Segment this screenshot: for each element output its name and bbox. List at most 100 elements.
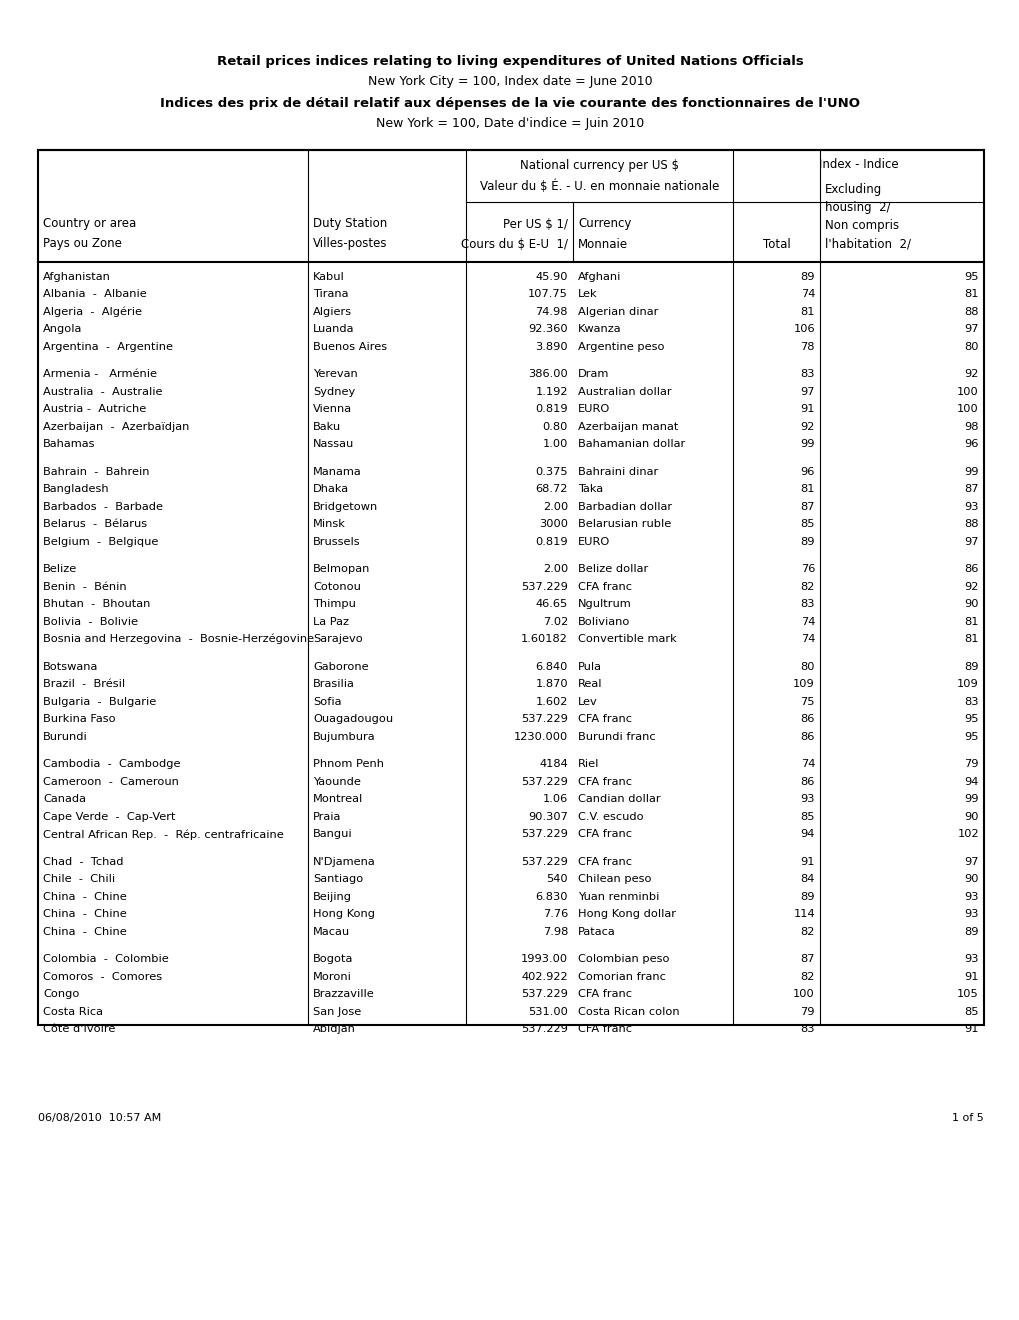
Text: 1.602: 1.602 [535,697,568,706]
Text: Thimpu: Thimpu [313,599,356,610]
Text: Lev: Lev [578,697,597,706]
Text: Belgium  -  Belgique: Belgium - Belgique [43,537,158,546]
Text: Riel: Riel [578,759,599,770]
Text: 3000: 3000 [538,519,568,529]
Text: 95: 95 [964,272,978,281]
Text: 537.229: 537.229 [521,857,568,867]
Text: 46.65: 46.65 [535,599,568,610]
Text: Cotonou: Cotonou [313,582,361,591]
Text: 83: 83 [800,599,814,610]
Text: 1 of 5: 1 of 5 [952,1113,983,1123]
Text: Barbados  -  Barbade: Barbados - Barbade [43,502,163,512]
Text: 531.00: 531.00 [528,1007,568,1016]
Text: Albania  -  Albanie: Albania - Albanie [43,289,147,300]
Text: 74: 74 [800,289,814,300]
Text: 6.830: 6.830 [535,892,568,902]
Text: Benin  -  Bénin: Benin - Bénin [43,582,126,591]
Text: CFA franc: CFA franc [578,776,632,787]
Text: Retail prices indices relating to living expenditures of United Nations Official: Retail prices indices relating to living… [216,55,803,69]
Text: New York = 100, Date d'indice = Juin 2010: New York = 100, Date d'indice = Juin 201… [376,117,643,131]
Text: 86: 86 [964,564,978,574]
Text: 81: 81 [800,306,814,317]
Text: 0.819: 0.819 [535,537,568,546]
Text: 90: 90 [964,599,978,610]
Text: Candian dollar: Candian dollar [578,795,660,804]
Text: 537.229: 537.229 [521,582,568,591]
Text: Brussels: Brussels [313,537,361,546]
Text: 107.75: 107.75 [528,289,568,300]
Text: 88: 88 [964,306,978,317]
Text: Botswana: Botswana [43,661,98,672]
Text: 79: 79 [800,1007,814,1016]
Text: 89: 89 [964,661,978,672]
Text: Per US $ 1/: Per US $ 1/ [502,218,568,231]
Text: 97: 97 [964,857,978,867]
Text: Burundi: Burundi [43,731,88,742]
Text: 87: 87 [800,502,814,512]
Text: 80: 80 [800,661,814,672]
Text: Bhutan  -  Bhoutan: Bhutan - Bhoutan [43,599,150,610]
Text: Vienna: Vienna [313,404,352,414]
Text: Chad  -  Tchad: Chad - Tchad [43,857,123,867]
Text: Bridgetown: Bridgetown [313,502,378,512]
Text: Duty Station: Duty Station [313,218,387,231]
Text: CFA franc: CFA franc [578,857,632,867]
Text: Minsk: Minsk [313,519,345,529]
Text: Brazil  -  Brésil: Brazil - Brésil [43,680,125,689]
Text: 92.360: 92.360 [528,325,568,334]
Text: Burkina Faso: Burkina Faso [43,714,115,725]
Text: Central African Rep.  -  Rép. centrafricaine: Central African Rep. - Rép. centrafricai… [43,829,283,840]
Text: Barbadian dollar: Barbadian dollar [578,502,672,512]
Text: 1.00: 1.00 [542,440,568,449]
Text: 99: 99 [964,467,978,477]
Text: 537.229: 537.229 [521,776,568,787]
Text: 537.229: 537.229 [521,829,568,840]
Text: 402.922: 402.922 [521,972,568,982]
Text: 2.00: 2.00 [542,502,568,512]
Text: 97: 97 [800,387,814,397]
Text: 86: 86 [800,714,814,725]
Text: Yaounde: Yaounde [313,776,361,787]
Text: EURO: EURO [578,404,609,414]
Text: 1993.00: 1993.00 [521,954,568,964]
Text: Afghani: Afghani [578,272,621,281]
Text: Belmopan: Belmopan [313,564,370,574]
Text: Yuan renminbi: Yuan renminbi [578,892,658,902]
Text: 83: 83 [800,1024,814,1035]
Text: 83: 83 [964,697,978,706]
Text: Yerevan: Yerevan [313,370,358,379]
Text: Bahamanian dollar: Bahamanian dollar [578,440,685,449]
Text: 99: 99 [800,440,814,449]
Text: Comoros  -  Comores: Comoros - Comores [43,972,162,982]
Text: Nassau: Nassau [313,440,354,449]
Text: Sydney: Sydney [313,387,355,397]
Text: 74: 74 [800,759,814,770]
Text: Bulgaria  -  Bulgarie: Bulgaria - Bulgarie [43,697,156,706]
Text: housing  2/: housing 2/ [824,202,890,214]
Text: 1230.000: 1230.000 [514,731,568,742]
Text: Bahraini dinar: Bahraini dinar [578,467,657,477]
Text: 94: 94 [964,776,978,787]
Text: 81: 81 [964,289,978,300]
Text: 97: 97 [964,325,978,334]
Text: 98: 98 [964,422,978,432]
Text: Belize: Belize [43,564,77,574]
Text: Colombian peso: Colombian peso [578,954,668,964]
Text: Canada: Canada [43,795,86,804]
Text: 7.02: 7.02 [542,616,568,627]
Text: 100: 100 [956,404,978,414]
Text: 87: 87 [964,484,978,494]
Text: Gaborone: Gaborone [313,661,368,672]
Text: Ouagadougou: Ouagadougou [313,714,392,725]
Text: 2.00: 2.00 [542,564,568,574]
Text: Moroni: Moroni [313,972,352,982]
Text: Algiers: Algiers [313,306,352,317]
Text: Boliviano: Boliviano [578,616,630,627]
Text: CFA franc: CFA franc [578,1024,632,1035]
Text: 537.229: 537.229 [521,1024,568,1035]
Text: 89: 89 [964,927,978,937]
Text: 84: 84 [800,874,814,884]
Text: Valeur du $ É. - U. en monnaie nationale: Valeur du $ É. - U. en monnaie nationale [479,180,718,193]
Text: Pays ou Zone: Pays ou Zone [43,238,121,251]
Text: 93: 93 [964,954,978,964]
